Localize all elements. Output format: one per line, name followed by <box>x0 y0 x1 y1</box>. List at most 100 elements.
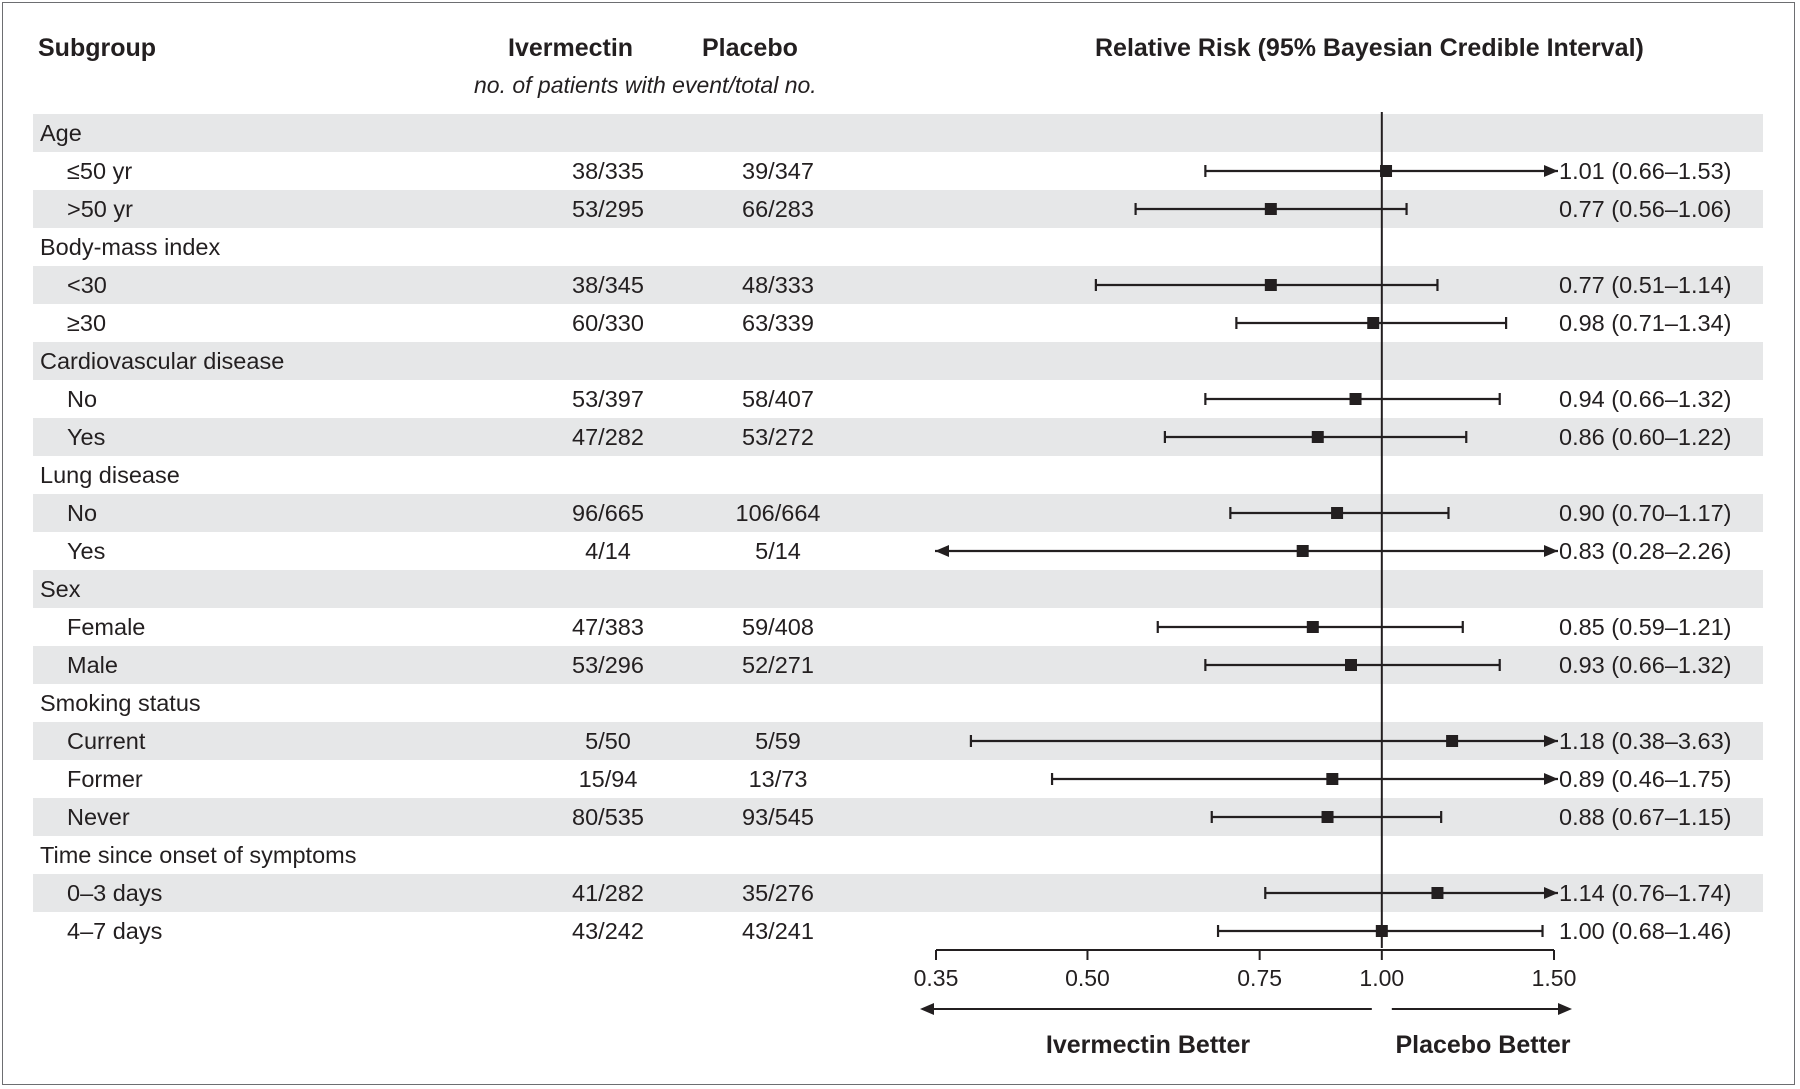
table-row: Yes 4/14 5/14 0.83 (0.28–2.26) <box>33 532 1763 570</box>
table-row: Yes 47/282 53/272 0.86 (0.60–1.22) <box>33 418 1763 456</box>
subgroup-label: Never <box>67 804 130 830</box>
relative-risk-value: 0.88 (0.67–1.15) <box>1559 804 1732 830</box>
placebo-better-label: Placebo Better <box>1395 1031 1570 1059</box>
subgroup-header: Subgroup <box>38 34 157 62</box>
placebo-count: 93/545 <box>742 804 814 830</box>
placebo-count: 63/339 <box>742 310 814 336</box>
group-label: Lung disease <box>40 462 180 488</box>
point-estimate <box>1367 317 1380 329</box>
ci-arrow-left <box>935 545 949 557</box>
table-row: Female 47/383 59/408 0.85 (0.59–1.21) <box>33 608 1763 646</box>
ci-arrow-right <box>1544 887 1558 899</box>
subgroup-label: Yes <box>67 424 106 450</box>
table-row: ≥30 60/330 63/339 0.98 (0.71–1.34) <box>33 304 1763 342</box>
group-label: Cardiovascular disease <box>40 348 285 374</box>
placebo-count: 39/347 <box>742 158 814 184</box>
subgroup-label: Yes <box>67 538 106 564</box>
point-estimate <box>1349 393 1362 405</box>
x-tick-label: 1.50 <box>1532 965 1577 991</box>
ivermectin-count: 60/330 <box>572 310 644 336</box>
ivermectin-header: Ivermectin <box>508 34 634 62</box>
placebo-header: Placebo <box>702 34 798 62</box>
subgroup-label: 0–3 days <box>67 880 163 906</box>
group-row: Lung disease <box>33 456 1763 494</box>
ci-arrow-right <box>1544 773 1558 785</box>
ivermectin-count: 47/383 <box>572 614 644 640</box>
placebo-count: 59/408 <box>742 614 814 640</box>
point-estimate <box>1264 279 1277 291</box>
ci-arrow-right <box>1544 735 1558 747</box>
ivermectin-count: 38/345 <box>572 272 644 298</box>
point-estimate <box>1264 203 1277 215</box>
group-row: Cardiovascular disease <box>33 342 1763 380</box>
point-estimate <box>1306 621 1319 633</box>
relative-risk-value: 0.83 (0.28–2.26) <box>1559 538 1732 564</box>
point-estimate <box>1380 165 1393 177</box>
placebo-count: 5/14 <box>755 538 801 564</box>
subgroup-label: 4–7 days <box>67 918 163 944</box>
placebo-count: 58/407 <box>742 386 814 412</box>
ivermectin-count: 53/397 <box>572 386 644 412</box>
subgroup-label: >50 yr <box>67 196 133 222</box>
subgroup-label: No <box>67 386 98 412</box>
relative-risk-value: 0.89 (0.46–1.75) <box>1559 766 1732 792</box>
subgroup-label: Former <box>67 766 143 792</box>
counts-note: no. of patients with event/total no. <box>474 72 817 98</box>
group-row: Sex <box>33 570 1763 608</box>
ivermectin-better-arrowhead <box>920 1003 934 1015</box>
ivermectin-better-label: Ivermectin Better <box>1046 1031 1251 1059</box>
point-estimate <box>1326 773 1339 785</box>
relative-risk-value: 0.77 (0.51–1.14) <box>1559 272 1732 298</box>
relative-risk-value: 1.01 (0.66–1.53) <box>1559 158 1732 184</box>
ivermectin-count: 53/295 <box>572 196 644 222</box>
x-tick-label: 1.00 <box>1359 965 1404 991</box>
table-row: Never 80/535 93/545 0.88 (0.67–1.15) <box>33 798 1763 836</box>
relative-risk-value: 0.94 (0.66–1.32) <box>1559 386 1732 412</box>
relative-risk-value: 0.85 (0.59–1.21) <box>1559 614 1732 640</box>
group-label: Body-mass index <box>40 234 221 260</box>
ivermectin-count: 96/665 <box>572 500 644 526</box>
relative-risk-value: 0.93 (0.66–1.32) <box>1559 652 1732 678</box>
point-estimate <box>1446 735 1459 747</box>
subgroup-label: Male <box>67 652 118 678</box>
placebo-count: 52/271 <box>742 652 814 678</box>
point-estimate <box>1296 545 1309 557</box>
ivermectin-count: 41/282 <box>572 880 644 906</box>
relative-risk-value: 0.90 (0.70–1.17) <box>1559 500 1732 526</box>
table-row: Former 15/94 13/73 0.89 (0.46–1.75) <box>33 760 1763 798</box>
ivermectin-count: 80/535 <box>572 804 644 830</box>
table-row: 4–7 days 43/242 43/241 1.00 (0.68–1.46) <box>33 912 1763 950</box>
subgroup-label: Current <box>67 728 146 754</box>
subgroup-label: Female <box>67 614 146 640</box>
group-label: Age <box>40 120 82 146</box>
ivermectin-count: 15/94 <box>578 766 638 792</box>
ci-arrow-right <box>1544 545 1558 557</box>
x-tick-label: 0.75 <box>1237 965 1282 991</box>
table-row: <30 38/345 48/333 0.77 (0.51–1.14) <box>33 266 1763 304</box>
relative-risk-value: 0.98 (0.71–1.34) <box>1559 310 1732 336</box>
group-label: Time since onset of symptoms <box>40 842 357 868</box>
relative-risk-value: 0.86 (0.60–1.22) <box>1559 424 1732 450</box>
point-estimate <box>1344 659 1357 671</box>
group-row: Body-mass index <box>33 228 1763 266</box>
table-row: >50 yr 53/295 66/283 0.77 (0.56–1.06) <box>33 190 1763 228</box>
group-label: Smoking status <box>40 690 201 716</box>
subgroup-label: ≥30 <box>67 310 107 336</box>
ivermectin-count: 43/242 <box>572 918 644 944</box>
ivermectin-count: 5/50 <box>585 728 631 754</box>
point-estimate <box>1321 811 1334 823</box>
placebo-count: 13/73 <box>748 766 808 792</box>
placebo-count: 43/241 <box>742 918 814 944</box>
placebo-count: 35/276 <box>742 880 814 906</box>
ci-arrow-right <box>1544 165 1558 177</box>
ivermectin-count: 53/296 <box>572 652 644 678</box>
relative-risk-value: 1.14 (0.76–1.74) <box>1559 880 1732 906</box>
placebo-count: 48/333 <box>742 272 814 298</box>
point-estimate <box>1331 507 1344 519</box>
subgroup-label: ≤50 yr <box>67 158 133 184</box>
relative-risk-value: 0.77 (0.56–1.06) <box>1559 196 1732 222</box>
relative-risk-value: 1.18 (0.38–3.63) <box>1559 728 1732 754</box>
relative-risk-value: 1.00 (0.68–1.46) <box>1559 918 1732 944</box>
